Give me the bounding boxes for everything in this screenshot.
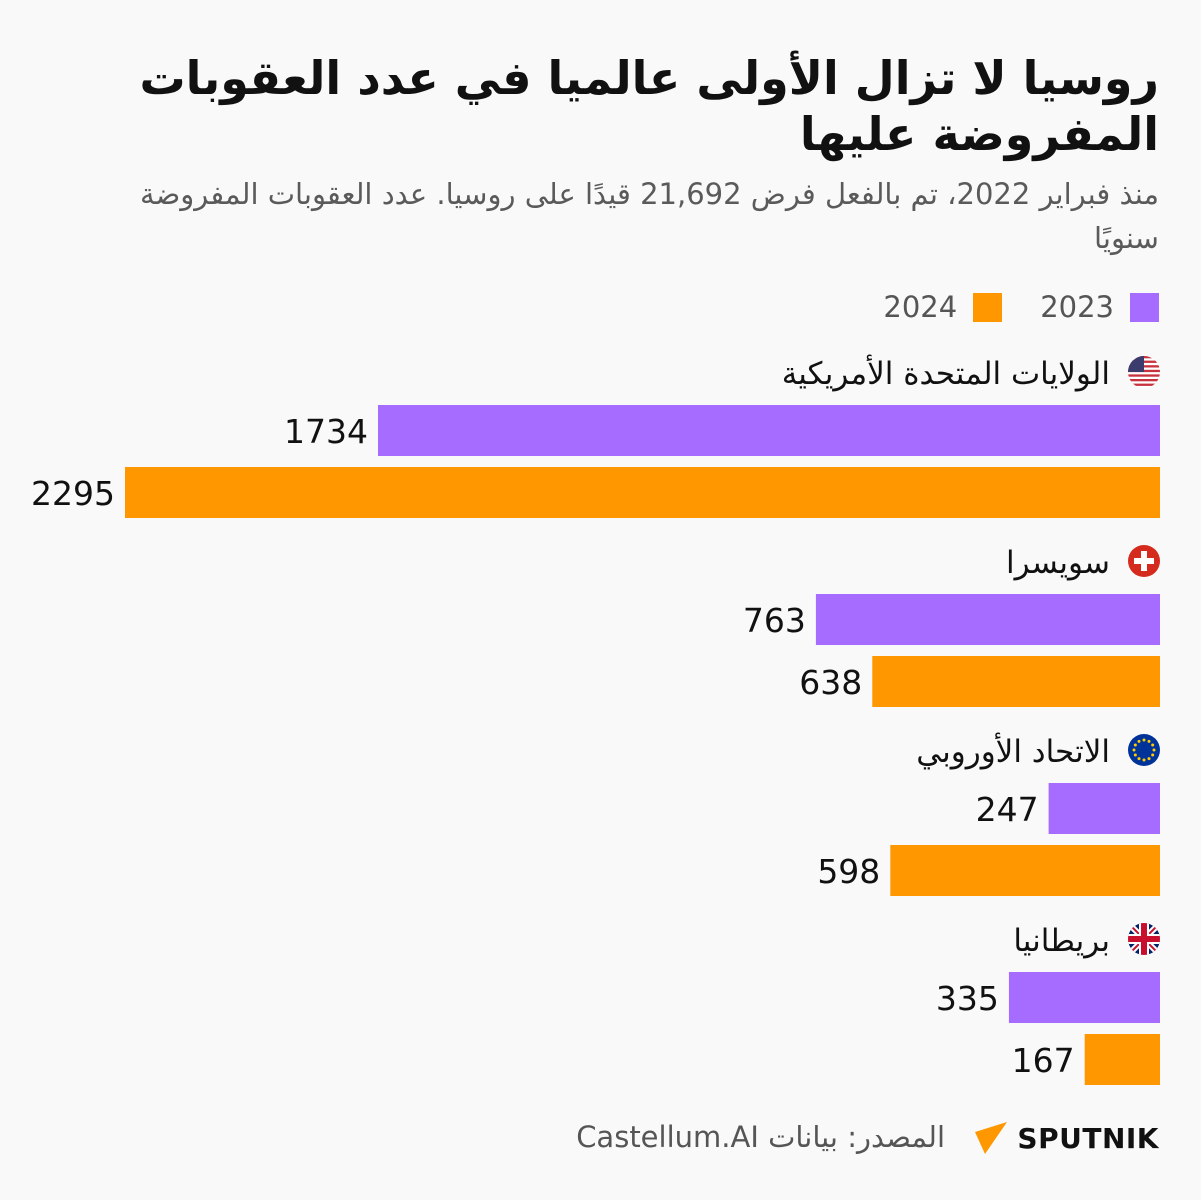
bar-2023: [378, 405, 1160, 456]
flag-star: [1151, 743, 1155, 747]
flag-star: [1142, 738, 1146, 742]
category-group: بريطانيا 335 167: [936, 923, 1160, 1085]
flag-canton: [1128, 356, 1144, 372]
data-label-2023: 763: [743, 601, 806, 640]
category-group: الاتحاد الأوروبي 247 598: [817, 732, 1160, 896]
flag-star: [1142, 758, 1146, 762]
data-label-2024: 598: [817, 852, 880, 891]
legend-item-2024: 2024: [883, 290, 1003, 324]
legend-label-2024: 2024: [883, 290, 958, 324]
bar-2023: [1008, 972, 1160, 1023]
category-label: سويسرا: [1006, 545, 1110, 581]
flag-star: [1133, 743, 1137, 747]
bar-2024: [1084, 1034, 1160, 1085]
data-label-2023: 1734: [284, 412, 368, 451]
data-label-2024: 167: [1012, 1041, 1075, 1080]
flag-stripe: [1128, 383, 1160, 386]
us-flag-icon: [1128, 356, 1160, 388]
logo-text: SPUTNIK: [1017, 1121, 1159, 1155]
bar-2024: [890, 845, 1160, 896]
flag-star: [1137, 757, 1141, 761]
data-label-2023: 247: [976, 790, 1039, 829]
legend-swatch-2024: [973, 292, 1003, 322]
flag-star: [1133, 753, 1137, 757]
legend-label-2023: 2023: [1040, 290, 1114, 324]
sputnik-arrow-icon: [975, 1122, 1008, 1154]
data-label-2024: 638: [799, 663, 862, 702]
flag-stripe: [1128, 379, 1160, 382]
swiss-flag-icon: [1128, 545, 1160, 577]
flag-star: [1147, 739, 1151, 743]
chart-subtitle: منذ فبراير 2022، تم بالفعل فرض 21,692 قي…: [140, 177, 1159, 255]
data-label-2023: 335: [936, 979, 999, 1018]
category-label: بريطانيا: [1013, 923, 1110, 959]
source-note: المصدر: بيانات Castellum.AI: [576, 1120, 945, 1154]
data-label-2024: 2295: [31, 474, 115, 513]
category-group: سويسرا 763 638: [743, 545, 1160, 707]
flag-star: [1151, 753, 1155, 757]
flag-cross-h: [1134, 558, 1154, 564]
sputnik-logo: SPUTNIK: [973, 1120, 1159, 1156]
flag-star: [1137, 739, 1141, 743]
flag-star: [1152, 748, 1156, 752]
flag-star: [1147, 757, 1151, 761]
bar-chart: الولايات المتحدة الأمريكية 1734 2295 سويسرا…: [31, 354, 1160, 1085]
bar-2024: [125, 467, 1160, 518]
bar-2023: [815, 594, 1160, 645]
eu-flag-icon: [1128, 734, 1160, 766]
legend-swatch-2023: [1130, 292, 1159, 322]
flag-cross-v-red: [1141, 923, 1147, 955]
category-group: الولايات المتحدة الأمريكية 1734 2295: [31, 354, 1160, 518]
category-label: الولايات المتحدة الأمريكية: [782, 354, 1110, 392]
legend-item-2023: 2023: [1040, 290, 1159, 324]
bar-2024: [872, 656, 1160, 707]
category-label: الاتحاد الأوروبي: [916, 732, 1110, 770]
legend: 2023 2024: [861, 290, 1159, 324]
uk-flag-icon: [1128, 923, 1160, 955]
bar-2023: [1048, 783, 1160, 834]
flag-stripe: [1128, 374, 1160, 377]
chart-title: روسيا لا تزال الأولى عالميا في عدد العقو…: [139, 51, 1159, 161]
flag-star: [1132, 748, 1136, 752]
